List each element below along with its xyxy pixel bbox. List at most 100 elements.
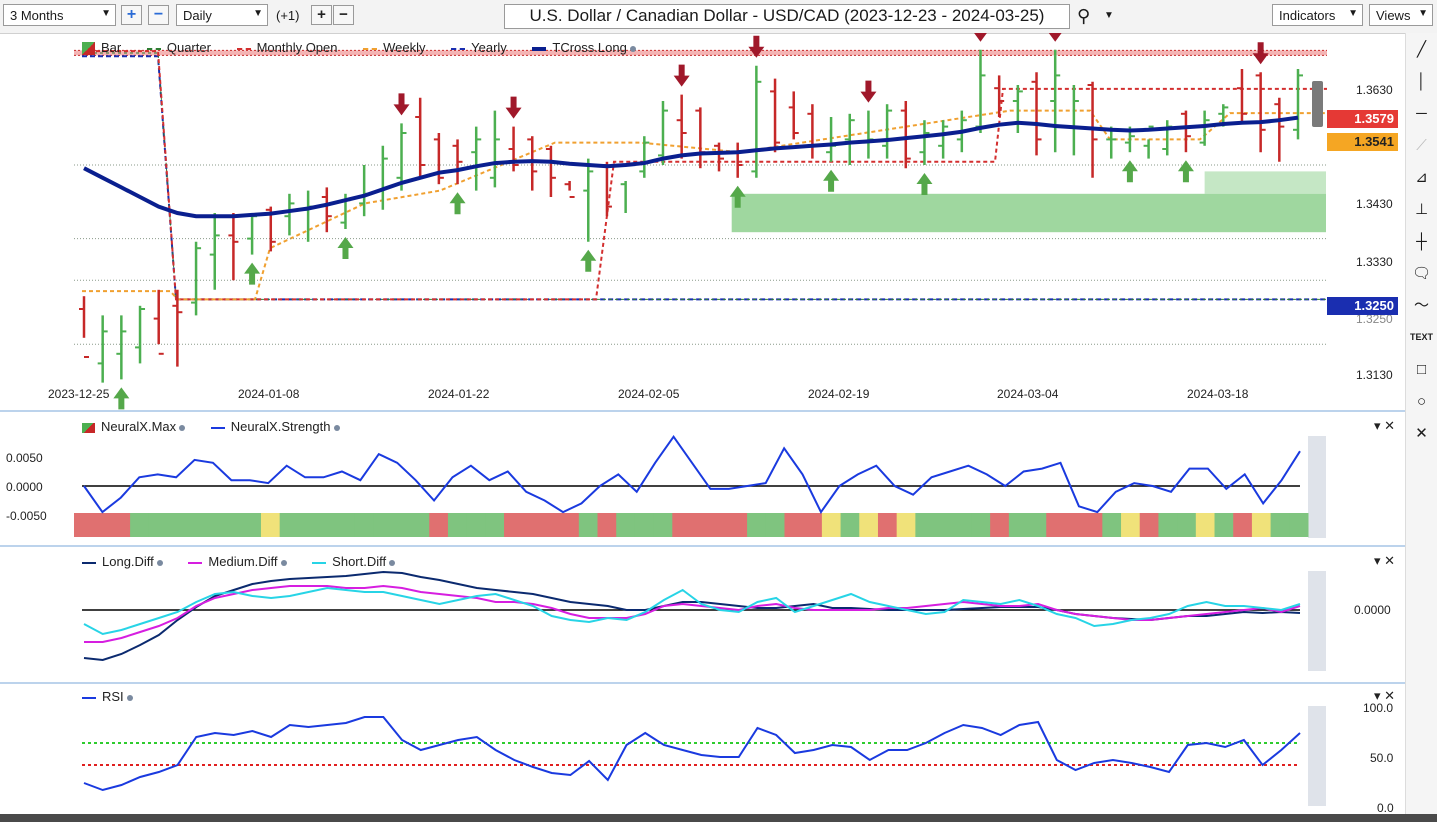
rectangle-tool-icon[interactable]: □	[1416, 361, 1427, 378]
price-tick: 1.3330	[1356, 255, 1393, 269]
date-tick: 2024-01-22	[428, 387, 490, 401]
legend-tcross-label: TCross.Long	[552, 40, 627, 55]
legend-tcross[interactable]: TCross.Long	[532, 40, 636, 55]
legend-neuralx-strength[interactable]: NeuralX.Strength	[210, 419, 340, 434]
legend-medium-diff[interactable]: Medium.Diff	[188, 554, 287, 569]
neuralx-max-cell	[578, 513, 599, 537]
neuralx-max-cell	[354, 513, 374, 537]
interval-select[interactable]: Daily ▼	[176, 4, 268, 26]
add-offset-button[interactable]: +	[311, 5, 332, 25]
rsi-swatch-icon	[82, 696, 96, 699]
delete-drawings-icon[interactable]: ✕	[1415, 425, 1428, 442]
vertical-line-tool-icon[interactable]: │	[1416, 73, 1427, 90]
legend-rsi[interactable]: RSI	[82, 689, 133, 704]
legend-long-diff[interactable]: Long.Diff	[82, 554, 163, 569]
neuralx-max-cell	[74, 513, 94, 537]
trendline-tool-icon[interactable]: ╱	[1416, 41, 1427, 58]
toolbar: 3 Months ▼ + − Daily ▼ (+1) + − U.S. Dol…	[0, 0, 1437, 34]
neuralx-max-cell	[242, 513, 262, 537]
neuralx-max-cell	[840, 513, 860, 537]
bar-swatch-icon	[82, 42, 95, 56]
rsi-pane-controls[interactable]: ▾ ✕	[1374, 688, 1396, 703]
crosshair-tool-icon[interactable]: ┼	[1416, 233, 1427, 250]
views-menu[interactable]: Views ▼	[1369, 4, 1433, 26]
settings-dot-icon	[333, 424, 340, 431]
legend-neuralx-max[interactable]: NeuralX.Max	[82, 419, 186, 434]
legend-monthly-label: Monthly Open	[256, 40, 338, 55]
neuralx-max-cell	[1289, 513, 1309, 537]
ray-tool-icon[interactable]: ⟋	[1416, 137, 1427, 154]
indicators-menu-label: Indicators	[1279, 8, 1336, 23]
chart-area[interactable]	[0, 33, 1405, 815]
text-tool-icon[interactable]: TEXT	[1409, 332, 1433, 342]
fib-tool-icon[interactable]: ⊿	[1415, 169, 1428, 186]
legend-short-diff[interactable]: Short.Diff	[312, 554, 396, 569]
rsi-legend: RSI	[82, 689, 133, 704]
date-tick: 2024-03-18	[1187, 387, 1249, 401]
neuralx-max-cell	[410, 513, 430, 537]
neural-pane-controls[interactable]: ▾ ✕	[1374, 418, 1396, 433]
buy-arrow-icon	[823, 169, 840, 192]
search-icon[interactable]: ⚲	[1077, 6, 1091, 26]
legend-quarter[interactable]: Quarter	[146, 40, 211, 55]
neuralx-max-cell	[728, 513, 748, 537]
diff-pane-controls[interactable]: ▾ ✕	[1374, 553, 1396, 568]
remove-offset-button[interactable]: −	[333, 5, 354, 25]
indicators-menu[interactable]: Indicators ▼	[1272, 4, 1363, 26]
legend-yearly[interactable]: Yearly	[451, 40, 507, 55]
date-tick: 2024-02-05	[618, 387, 680, 401]
callout-tool-icon[interactable]: 🗨	[1411, 265, 1432, 282]
yearly-swatch-icon	[451, 47, 466, 50]
period-select[interactable]: 3 Months ▼	[3, 4, 116, 26]
legend-rsi-label: RSI	[102, 689, 124, 704]
neuralx-max-cell	[279, 513, 299, 537]
chevron-down-icon: ▼	[1418, 8, 1428, 19]
neuralx-max-cell	[803, 513, 823, 537]
legend-weekly[interactable]: Weekly	[363, 40, 426, 55]
ellipse-tool-icon[interactable]: ○	[1416, 393, 1427, 410]
monthly-swatch-icon	[236, 47, 251, 50]
legend-long-diff-label: Long.Diff	[102, 554, 154, 569]
neuralx-max-cell	[691, 513, 711, 537]
rsi-scroll-track	[1308, 706, 1326, 806]
legend-bar[interactable]: Bar	[82, 40, 121, 56]
symbol-title-text: U.S. Dollar / Canadian Dollar - USD/CAD …	[529, 6, 1045, 25]
symbol-title[interactable]: U.S. Dollar / Canadian Dollar - USD/CAD …	[504, 4, 1070, 29]
neuralx-max-cell	[1251, 513, 1272, 537]
legend-quarter-label: Quarter	[166, 40, 211, 55]
measure-tool-icon[interactable]: ⊥	[1414, 201, 1429, 218]
neuralx-max-cell	[915, 513, 935, 537]
price-legend: Bar Quarter Monthly Open Weekly Yearly T…	[82, 40, 636, 56]
diff-scroll-track	[1308, 571, 1326, 671]
tcross-long-line	[83, 115, 1299, 219]
neural-tick: -0.0050	[6, 509, 47, 523]
price-tick: 1.3430	[1356, 197, 1393, 211]
price-tick: 1.3630	[1356, 83, 1393, 97]
neuralx-max-cell	[634, 513, 655, 537]
weekly-badge: 1.3541	[1327, 133, 1398, 151]
neuralx-max-cell	[1195, 513, 1216, 537]
neuralx-max-cell	[186, 513, 206, 537]
quarter-swatch-icon	[146, 47, 161, 50]
settings-dot-icon	[629, 45, 636, 52]
neuralx-max-cell	[896, 513, 916, 537]
horizontal-line-tool-icon[interactable]: ─	[1416, 105, 1427, 122]
neuralx-max-cell	[765, 513, 785, 537]
short-diff-line	[83, 586, 1301, 636]
zoom-in-button[interactable]: +	[121, 5, 142, 25]
legend-monthly-open[interactable]: Monthly Open	[236, 40, 338, 55]
buy-arrow-icon	[1177, 160, 1194, 183]
date-tick: 2023-12-25	[48, 387, 110, 401]
zoom-out-button[interactable]: −	[148, 5, 169, 25]
neuralx-max-cell	[821, 513, 842, 537]
legend-weekly-label: Weekly	[383, 40, 426, 55]
freehand-tool-icon[interactable]: 〜	[1413, 297, 1429, 314]
neuralx-max-cell	[709, 513, 729, 537]
diff-legend: Long.Diff Medium.Diff Short.Diff	[82, 554, 396, 569]
neuralx-max-cell	[485, 513, 505, 537]
neuralx-max-cell	[167, 513, 187, 537]
neuralx-strength-line	[83, 434, 1301, 515]
search-chevron-down-icon[interactable]: ▼	[1104, 10, 1114, 21]
neuralx-max-cell	[522, 513, 542, 537]
legend-yearly-label: Yearly	[471, 40, 507, 55]
